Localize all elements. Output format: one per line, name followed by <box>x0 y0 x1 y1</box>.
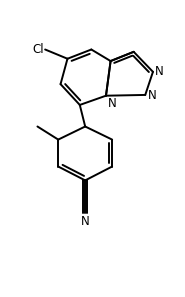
Text: N: N <box>148 89 156 102</box>
Text: N: N <box>107 97 116 110</box>
Text: Cl: Cl <box>32 43 44 56</box>
Text: N: N <box>155 64 164 78</box>
Text: N: N <box>81 215 90 228</box>
